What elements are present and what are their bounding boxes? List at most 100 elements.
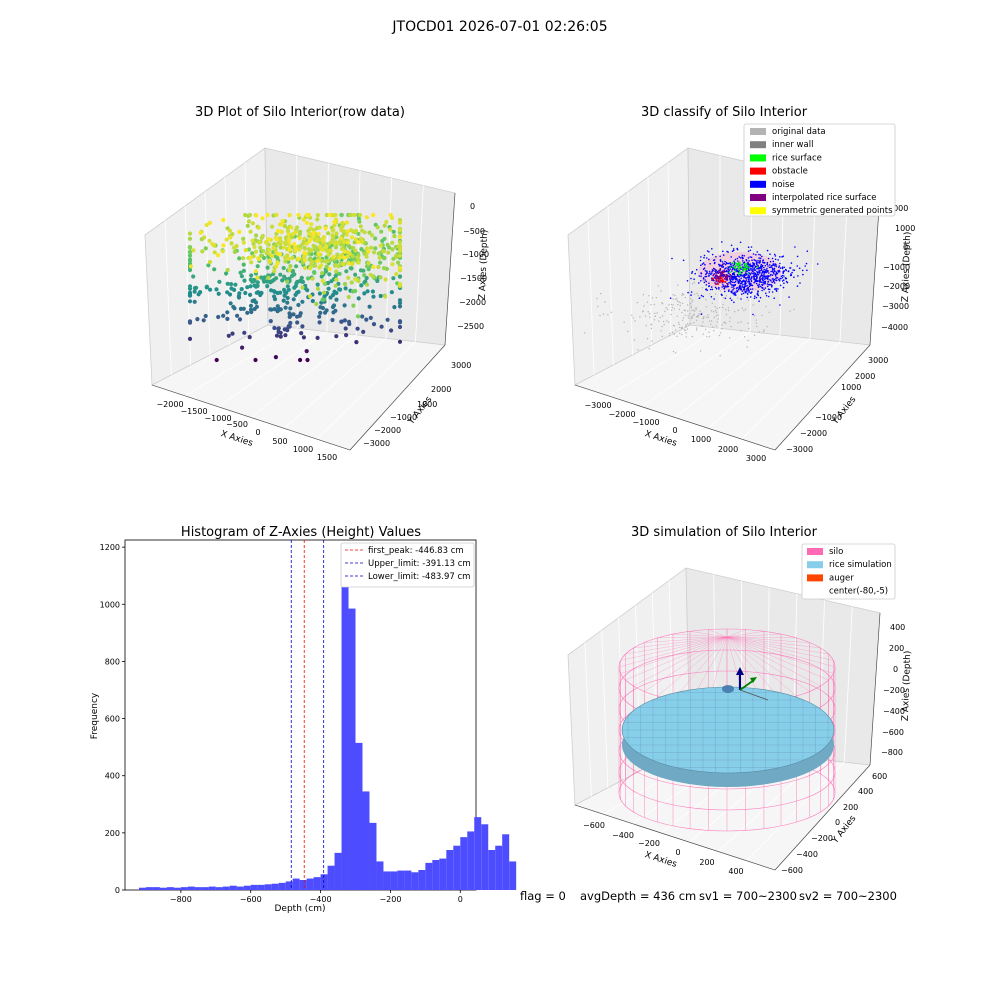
data-point — [730, 244, 733, 247]
data-point — [344, 220, 350, 225]
data-point — [208, 287, 213, 292]
data-point — [756, 275, 758, 278]
data-point — [785, 280, 788, 283]
grid-line — [667, 162, 672, 336]
data-point — [763, 262, 766, 264]
data-point — [655, 297, 658, 299]
data-point — [300, 324, 305, 329]
data-point — [742, 283, 744, 286]
panel4-z-ticks: 400 200 0 −200 −400 −600 −800 — [881, 623, 905, 757]
data-point — [741, 267, 744, 270]
data-point — [710, 286, 713, 288]
data-point — [397, 265, 403, 270]
data-point — [364, 282, 370, 287]
data-point — [783, 275, 785, 277]
data-point — [730, 256, 732, 258]
data-point — [642, 311, 644, 313]
histogram-bar — [397, 870, 405, 890]
grid-line — [587, 220, 595, 376]
data-point — [397, 324, 403, 330]
data-point — [781, 276, 784, 279]
data-point — [367, 304, 372, 309]
data-point — [715, 283, 717, 286]
data-point — [285, 295, 290, 301]
data-point — [260, 216, 265, 221]
data-point — [761, 255, 763, 258]
data-point — [729, 317, 731, 319]
data-point — [637, 349, 639, 351]
data-point — [737, 264, 740, 267]
data-point — [772, 260, 775, 263]
data-point — [741, 256, 743, 259]
data-point — [713, 298, 715, 300]
grid-line — [385, 177, 393, 339]
data-point — [292, 242, 297, 247]
data-point — [318, 310, 323, 315]
data-point — [251, 277, 257, 283]
data-point — [647, 311, 649, 313]
silo-roof-strut — [726, 636, 782, 701]
data-point — [331, 303, 337, 308]
data-point — [748, 266, 751, 269]
data-point — [702, 316, 705, 319]
data-point — [696, 329, 698, 331]
data-point — [650, 324, 653, 326]
data-point — [242, 278, 247, 283]
data-point — [750, 276, 753, 278]
histogram-bar — [453, 845, 461, 890]
data-point — [665, 307, 667, 309]
data-point — [756, 267, 758, 270]
data-point — [268, 307, 273, 312]
data-point — [681, 333, 683, 336]
x-tick: −1000 — [632, 418, 659, 427]
data-point — [364, 215, 369, 220]
panel2-z-label: Z Axies (Depth) — [901, 232, 913, 303]
data-point — [360, 314, 365, 319]
data-point — [309, 259, 314, 264]
data-point — [690, 305, 692, 307]
data-point — [792, 269, 794, 271]
data-point — [708, 251, 710, 253]
z-tick: −1000 — [883, 263, 910, 272]
data-point — [286, 324, 291, 329]
data-point — [793, 276, 795, 279]
silo-roof-strut — [726, 636, 810, 692]
grid-line — [224, 176, 230, 346]
silo-roof-strut — [657, 636, 728, 697]
data-point — [720, 293, 723, 296]
data-point — [729, 297, 732, 300]
data-point — [366, 249, 371, 254]
data-point — [705, 288, 707, 291]
data-point — [728, 272, 730, 275]
data-point — [584, 332, 586, 334]
data-point — [661, 335, 663, 338]
data-point — [322, 290, 327, 295]
data-point — [749, 288, 752, 291]
data-point — [669, 297, 672, 300]
x-tick: −1500 — [180, 407, 207, 416]
data-point — [324, 308, 329, 313]
data-point — [753, 297, 756, 300]
data-point — [226, 333, 231, 338]
data-point — [600, 292, 602, 295]
data-point — [733, 291, 736, 294]
grid-line — [607, 205, 614, 366]
data-point — [230, 232, 235, 237]
data-point — [734, 270, 737, 273]
data-point — [745, 259, 748, 262]
data-point — [338, 236, 344, 241]
data-point — [237, 229, 242, 234]
data-point — [781, 274, 784, 277]
legend-label: center(-80,-5) — [829, 587, 888, 597]
data-point — [304, 220, 309, 225]
data-point — [345, 250, 350, 255]
data-point — [328, 248, 333, 253]
silo-roof-strut — [657, 636, 728, 639]
data-point — [691, 315, 693, 317]
data-point — [642, 294, 645, 296]
data-point — [397, 220, 403, 225]
data-point — [715, 315, 717, 317]
data-point — [745, 274, 748, 276]
data-point — [337, 255, 342, 260]
z-tick: 0 — [903, 243, 908, 252]
